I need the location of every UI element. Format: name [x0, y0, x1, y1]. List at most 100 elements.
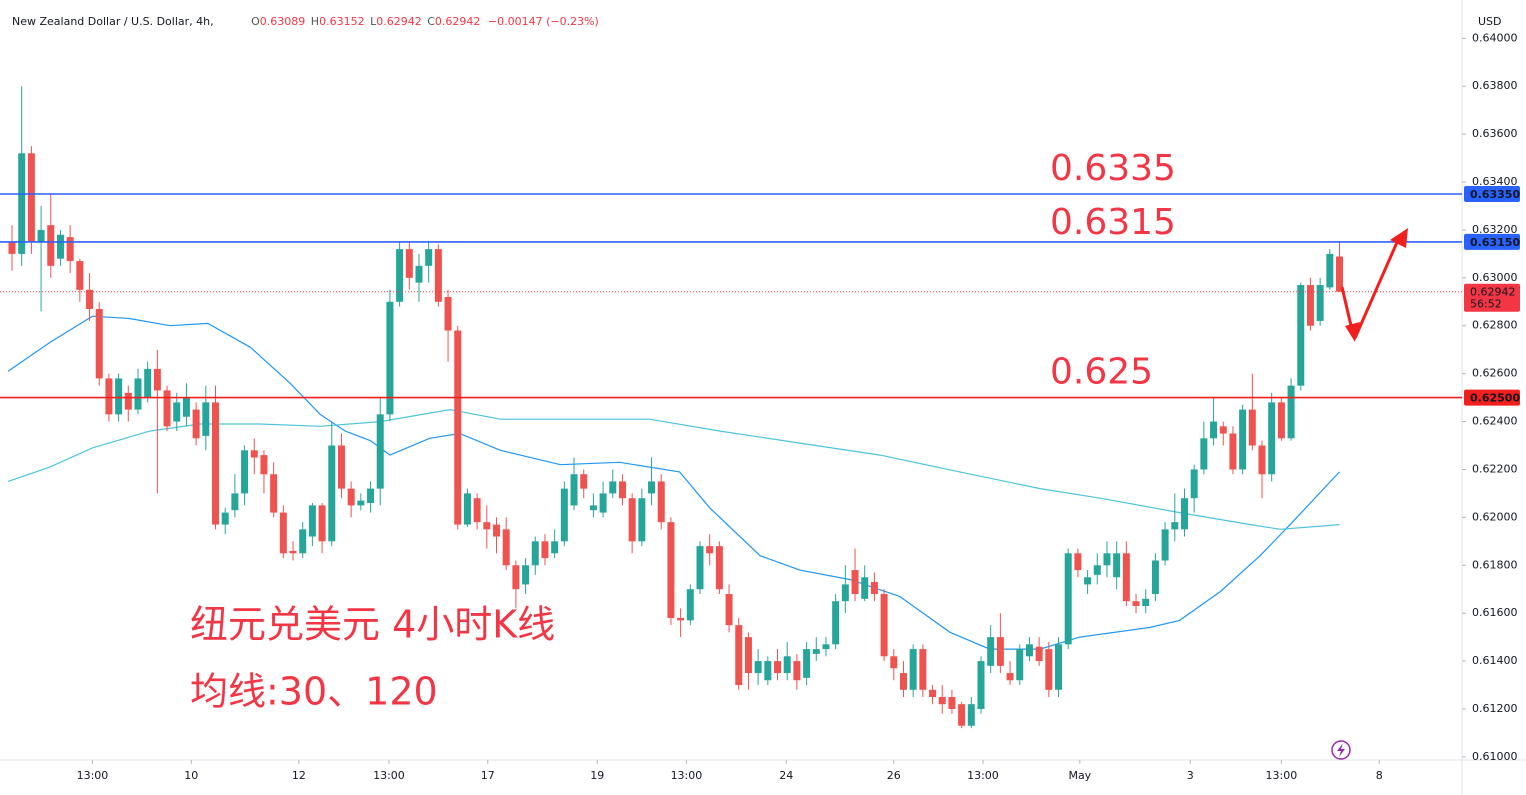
y-tick-label: 0.61800	[1472, 558, 1518, 571]
candle-body	[56, 234, 64, 259]
candle-body	[764, 661, 772, 681]
x-tick-label: 13:00	[77, 769, 109, 782]
candle-body	[725, 594, 733, 626]
candle-body	[967, 704, 975, 726]
candle-body	[502, 529, 510, 566]
candle-body	[1316, 285, 1324, 321]
candle-body	[1142, 598, 1150, 606]
candle-body	[425, 249, 433, 266]
level-tag	[1464, 186, 1520, 203]
arrows	[1340, 228, 1408, 342]
candle-body	[241, 450, 249, 494]
high-value: 0.63152	[319, 15, 365, 28]
candle-body	[996, 637, 1004, 666]
y-tick-label: 0.62800	[1472, 319, 1518, 332]
candle-body	[1336, 256, 1344, 292]
candle-body	[948, 697, 956, 709]
candle-body	[929, 689, 937, 698]
candle-body	[1306, 285, 1314, 326]
open-prefix: O	[251, 15, 260, 28]
header: New Zealand Dollar / U.S. Dollar, 4h, O0…	[12, 15, 599, 28]
high-prefix: H	[311, 15, 319, 28]
candle-body	[1210, 421, 1218, 439]
y-tick-label: 0.61600	[1472, 606, 1518, 619]
candle-body	[1064, 553, 1072, 645]
candle-body	[1297, 285, 1305, 386]
candle-body	[221, 512, 229, 525]
candle-body	[1219, 426, 1227, 434]
y-tick-label: 0.62400	[1472, 415, 1518, 428]
candle-body	[308, 505, 316, 537]
candle-body	[318, 505, 326, 542]
low-prefix: L	[370, 15, 377, 28]
annotation: 均线:30、120	[190, 670, 438, 714]
candle-body	[47, 225, 55, 266]
candle-body	[1180, 498, 1188, 530]
candle-body	[1268, 402, 1276, 475]
candle-body	[463, 493, 471, 525]
candle-body	[192, 409, 200, 439]
candle-body	[202, 402, 210, 436]
level-tag-label: 0.63350	[1470, 188, 1520, 201]
candle-body	[1200, 438, 1208, 470]
candle-body	[289, 550, 297, 554]
candle-body	[754, 661, 762, 674]
y-tick-label: 0.63800	[1472, 79, 1518, 92]
y-tick-label: 0.63600	[1472, 127, 1518, 140]
change: −0.00147 (−0.23%)	[488, 15, 599, 28]
candle-body	[1258, 445, 1266, 475]
moving-average	[7, 315, 1340, 650]
candle-body	[551, 541, 559, 554]
candle-body	[977, 661, 985, 709]
candle-body	[163, 390, 171, 427]
y-tick-label: 0.63200	[1472, 223, 1518, 236]
candle-body	[367, 488, 375, 503]
candle-body	[803, 649, 811, 678]
x-tick-label: 13:00	[1266, 769, 1298, 782]
candle-body	[512, 565, 520, 590]
candle-body	[357, 500, 365, 506]
plot: 0.61000 0.61200 0.61400 0.61600 0.61800 0.620…	[0, 31, 1520, 782]
candle-body	[250, 450, 258, 458]
candle-body	[1045, 649, 1053, 690]
candle-body	[105, 378, 113, 415]
y-tick-label: 0.62200	[1472, 462, 1518, 475]
candle-body	[337, 445, 345, 489]
candle-body	[115, 378, 123, 415]
candle-body	[1326, 253, 1334, 288]
candle-body	[1103, 553, 1111, 566]
level-tag	[1464, 389, 1520, 406]
x-tick-label: 17	[481, 769, 495, 782]
candle-body	[589, 505, 597, 511]
y-tick-label: 0.63400	[1472, 175, 1518, 188]
x-tick-label: 24	[779, 769, 793, 782]
candle-body	[774, 661, 782, 674]
candle-body	[744, 637, 752, 674]
replay-icon[interactable]	[1331, 740, 1351, 760]
candle-body	[1190, 469, 1198, 499]
candle-body	[134, 378, 142, 410]
y-tick-label: 0.64000	[1472, 31, 1518, 44]
x-tick-label: 26	[887, 769, 901, 782]
close-prefix: C	[427, 15, 435, 28]
candle-body	[95, 308, 103, 379]
candle-body	[919, 649, 927, 690]
close-value: 0.62942	[435, 15, 481, 28]
candle-body	[541, 541, 549, 559]
candle-body	[861, 577, 869, 599]
candle-body	[609, 481, 617, 494]
candle-body	[1151, 560, 1159, 595]
candle-body	[648, 481, 656, 494]
candle-body	[347, 488, 355, 506]
candle-body	[260, 455, 268, 475]
candle-body	[1025, 644, 1033, 657]
candle-body	[153, 368, 161, 391]
level-label: 0.6315	[1050, 202, 1176, 243]
candle-body	[231, 493, 239, 511]
candle-body	[144, 368, 152, 398]
candle-body	[299, 529, 307, 554]
candle-body	[909, 649, 917, 690]
candle-body	[628, 498, 636, 542]
candle-body	[570, 474, 578, 506]
